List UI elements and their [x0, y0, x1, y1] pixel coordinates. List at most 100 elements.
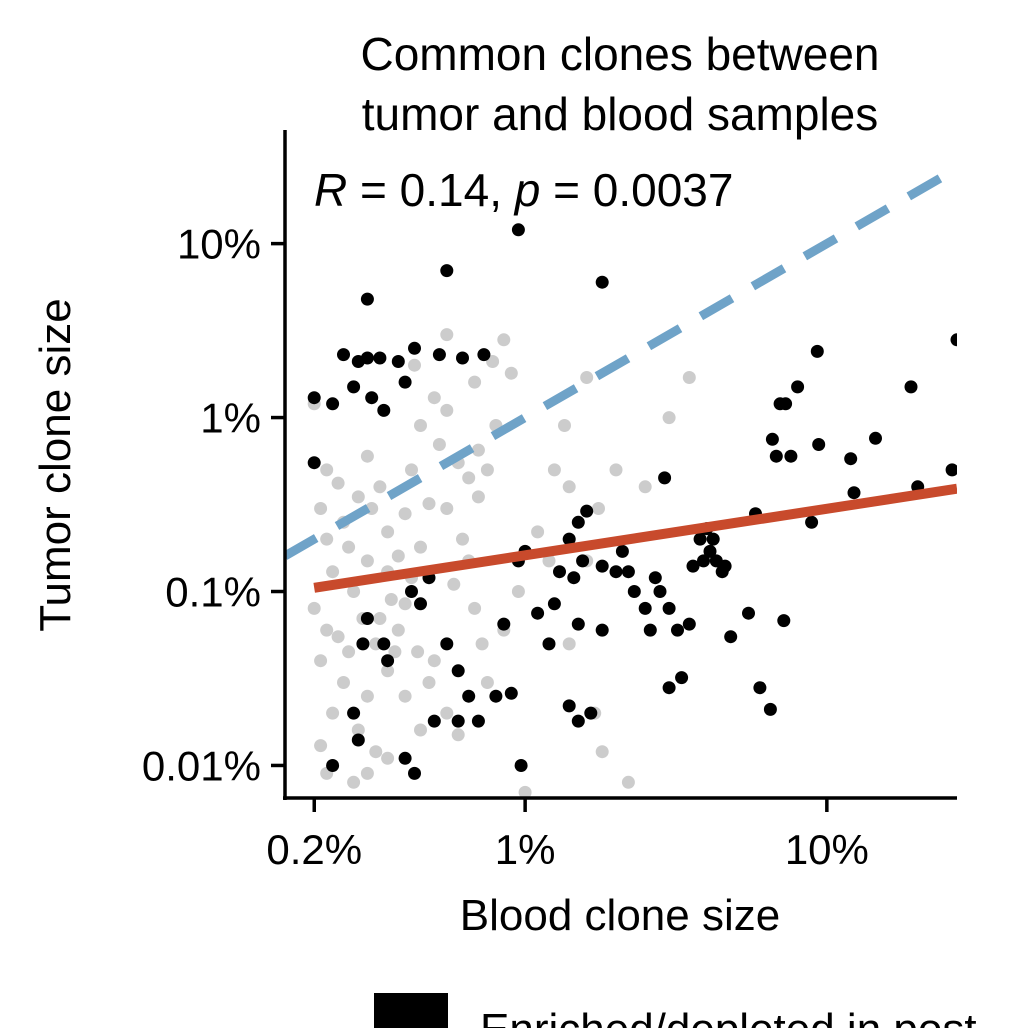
- y-tick-label-0: 0.01%: [142, 742, 261, 789]
- r-symbol: R: [314, 164, 347, 216]
- point-enriched-11: [391, 355, 405, 368]
- point-enriched-54: [621, 565, 635, 579]
- point-enriched-78: [769, 449, 783, 463]
- point-enriched-65: [662, 681, 676, 695]
- point-other-42: [422, 676, 436, 689]
- point-other-77: [595, 745, 609, 759]
- point-other-39: [391, 623, 405, 637]
- y-axis-ticks: 0.01% 0.1% 1% 10%: [142, 221, 285, 789]
- point-enriched-100: [615, 544, 629, 558]
- point-enriched-47: [567, 571, 581, 585]
- point-other-25: [351, 723, 365, 737]
- point-enriched-99: [595, 623, 609, 637]
- point-enriched-17: [477, 348, 491, 362]
- point-other-44: [451, 728, 465, 742]
- point-enriched-24: [377, 637, 391, 651]
- point-enriched-52: [595, 559, 609, 573]
- point-enriched-89: [869, 431, 882, 445]
- point-enriched-18: [511, 223, 525, 237]
- point-other-70: [518, 785, 532, 798]
- point-enriched-71: [706, 532, 720, 546]
- correlation-annotation: R = 0.14, p = 0.0037: [314, 164, 733, 216]
- point-other-72: [562, 480, 576, 494]
- point-other-40: [411, 645, 425, 659]
- point-other-64: [373, 612, 387, 625]
- point-enriched-61: [662, 601, 676, 615]
- point-other-4: [342, 540, 356, 554]
- point-other-80: [682, 371, 696, 384]
- point-enriched-31: [451, 664, 465, 678]
- point-enriched-55: [627, 585, 641, 598]
- point-other-11: [314, 739, 328, 753]
- point-enriched-90: [904, 380, 918, 394]
- point-other-67: [388, 645, 402, 659]
- point-enriched-66: [697, 554, 710, 568]
- point-other-59: [504, 366, 518, 380]
- y-tick-label-3: 10%: [177, 221, 261, 268]
- point-enriched-103: [718, 559, 732, 573]
- point-enriched-86: [810, 344, 824, 358]
- point-enriched-85: [812, 438, 826, 451]
- chart-title-line-1: Common clones between: [360, 28, 879, 80]
- point-other-73: [558, 419, 571, 432]
- point-enriched-35: [504, 686, 518, 700]
- point-enriched-10: [373, 351, 387, 365]
- point-other-9: [337, 676, 350, 689]
- point-enriched-44: [571, 515, 585, 529]
- point-other-86: [531, 525, 545, 539]
- point-other-87: [511, 585, 525, 598]
- point-enriched-41: [547, 597, 561, 611]
- point-enriched-84: [805, 515, 819, 529]
- point-other-78: [621, 775, 635, 789]
- point-enriched-8: [377, 403, 391, 417]
- point-other-35: [422, 497, 436, 511]
- point-other-54: [471, 490, 485, 504]
- point-enriched-14: [432, 348, 446, 362]
- point-other-29: [405, 463, 418, 477]
- point-other-51: [486, 355, 500, 368]
- point-enriched-26: [414, 597, 427, 611]
- point-enriched-23: [351, 733, 365, 747]
- point-enriched-94: [525, 800, 538, 813]
- point-other-36: [414, 540, 427, 554]
- point-enriched-63: [682, 617, 696, 631]
- point-other-75: [609, 463, 623, 477]
- point-enriched-77: [765, 432, 779, 446]
- point-other-32: [408, 358, 421, 372]
- point-enriched-21: [356, 637, 370, 651]
- point-enriched-83: [791, 380, 805, 394]
- point-other-30: [414, 419, 427, 432]
- point-enriched-19: [595, 275, 609, 289]
- point-enriched-95: [514, 759, 528, 772]
- point-other-10: [326, 706, 340, 720]
- point-enriched-56: [638, 601, 652, 615]
- point-enriched-59: [653, 585, 667, 598]
- point-enriched-50: [571, 714, 585, 728]
- point-enriched-87: [844, 452, 858, 466]
- point-enriched-75: [753, 681, 767, 695]
- p-symbol: p: [513, 164, 541, 216]
- point-other-58: [497, 333, 511, 347]
- point-enriched-60: [658, 471, 672, 485]
- point-other-16: [360, 449, 374, 463]
- point-enriched-20: [360, 612, 374, 625]
- chart-title-line-2: tumor and blood samples: [362, 88, 879, 140]
- point-other-92: [381, 751, 395, 765]
- point-enriched-7: [365, 391, 379, 405]
- point-enriched-2: [326, 397, 340, 411]
- point-enriched-30: [440, 637, 454, 651]
- point-other-45: [447, 577, 461, 591]
- point-enriched-49: [562, 699, 576, 713]
- point-other-47: [440, 502, 454, 515]
- point-enriched-51: [584, 706, 598, 720]
- point-other-24: [360, 689, 374, 703]
- point-other-50: [468, 375, 482, 389]
- point-other-53: [480, 463, 494, 477]
- point-other-57: [475, 637, 489, 651]
- point-other-85: [547, 463, 561, 477]
- point-other-2: [314, 502, 328, 515]
- point-other-81: [638, 480, 652, 494]
- point-other-48: [462, 471, 476, 485]
- point-other-7: [320, 623, 334, 637]
- point-enriched-46: [576, 554, 590, 568]
